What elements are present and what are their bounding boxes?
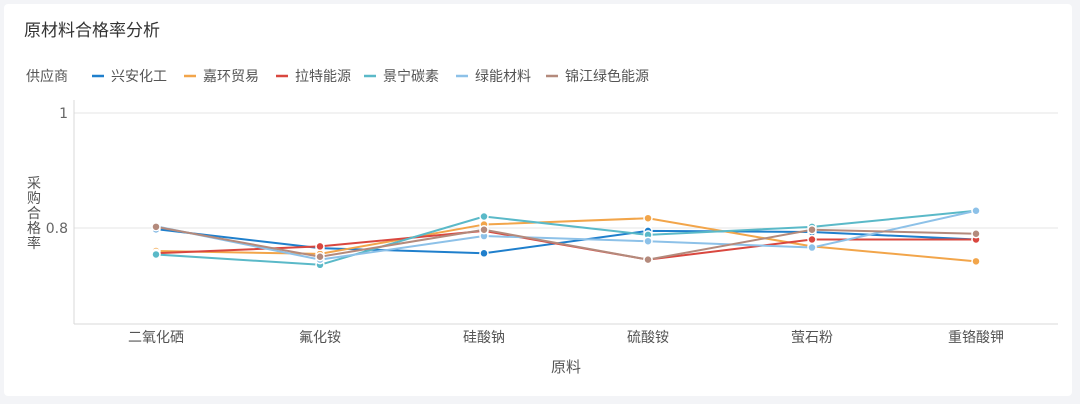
x-tick-label: 氟化铵 — [299, 330, 341, 346]
data-point — [971, 229, 981, 239]
y-axis-title-char: 采 — [27, 176, 41, 192]
y-axis-title-char: 合 — [27, 206, 41, 222]
legend-item-label: 景宁碳素 — [383, 68, 439, 85]
x-axis-title: 原料 — [551, 358, 581, 376]
data-point — [807, 224, 817, 235]
legend: 兴安化工 嘉环贸易 拉特能源 景宁碳素 绿能材料 锦江绿色能源 — [92, 68, 649, 85]
series-line — [155, 209, 977, 266]
legend-item-label: 嘉环贸易 — [203, 69, 259, 85]
y-tick-label: 1 — [59, 106, 68, 122]
x-tick-label: 硫酸铵 — [627, 330, 669, 346]
legend-item-label: 锦江绿色能源 — [565, 68, 649, 85]
data-point — [807, 234, 817, 245]
data-point — [971, 206, 981, 216]
y-tick-label: 0.8 — [46, 221, 68, 237]
data-point — [643, 236, 653, 246]
x-tick-label: 硅酸钠 — [463, 330, 505, 346]
y-axis-title-char: 购 — [27, 191, 41, 207]
data-point — [479, 211, 489, 222]
data-point — [643, 254, 653, 265]
series-line — [155, 209, 977, 261]
y-axis-title-char: 格 — [27, 221, 41, 237]
series-layer — [151, 206, 981, 270]
grid — [74, 112, 1058, 229]
legend-item-label: 兴安化工 — [111, 69, 167, 85]
data-point — [971, 256, 981, 267]
series-line — [155, 225, 977, 261]
chart-title: 原材料合格率分析 — [24, 21, 160, 41]
y-axis-title-char: 率 — [27, 235, 41, 252]
axes — [73, 100, 1058, 325]
data-point — [151, 222, 161, 232]
y-axis-ticks: 10.8 — [46, 106, 68, 237]
chart-card — [4, 4, 1072, 396]
data-point — [479, 224, 489, 235]
data-point — [807, 242, 817, 253]
series-line — [155, 228, 977, 255]
data-point — [479, 248, 489, 259]
data-point — [643, 213, 653, 223]
x-axis-ticks: 二氧化硒 氟化铵 硅酸钠 硫酸铵 萤石粉 重铬酸钾 — [128, 330, 1004, 346]
legend-title: 供应商 — [26, 68, 68, 85]
data-point — [315, 252, 325, 262]
legend-item-label: 绿能材料 — [475, 69, 531, 85]
data-point — [315, 241, 325, 252]
x-tick-label: 萤石粉 — [791, 330, 833, 346]
x-tick-label: 重铬酸钾 — [948, 330, 1004, 346]
data-point — [151, 249, 161, 260]
legend-item-label: 拉特能源 — [295, 69, 351, 85]
x-tick-label: 二氧化硒 — [128, 330, 184, 346]
